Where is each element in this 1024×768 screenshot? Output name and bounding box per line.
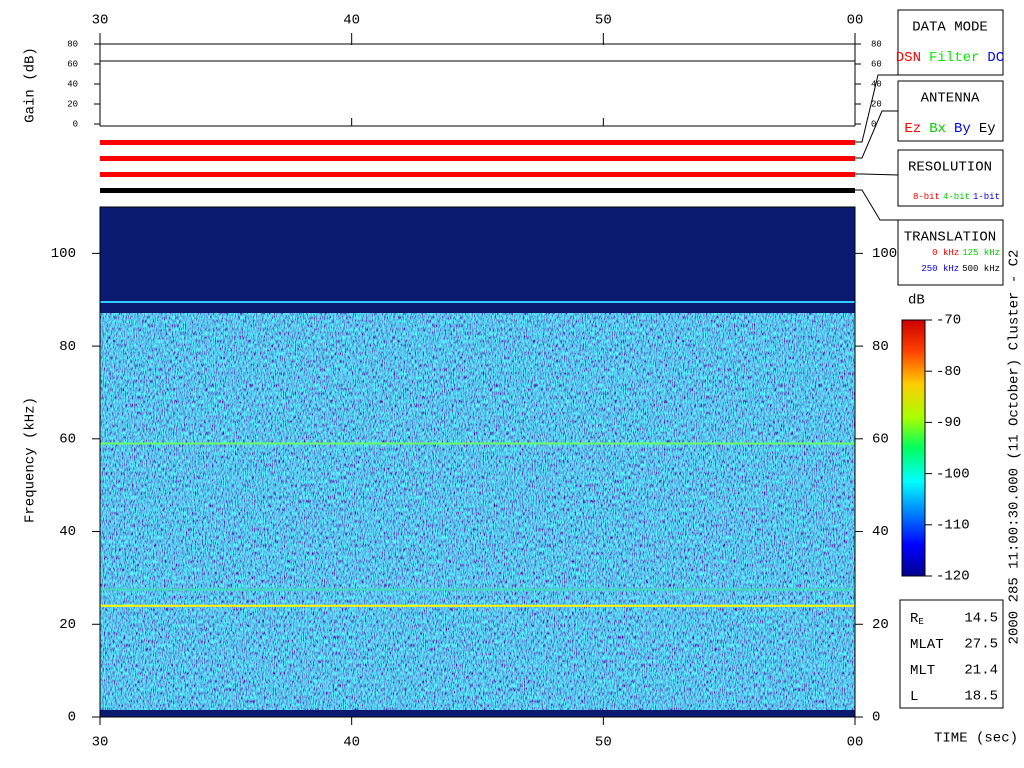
panel-title: RESOLUTION: [908, 160, 992, 176]
status-bar: [100, 172, 855, 177]
gain-tick-label: 80: [67, 39, 78, 49]
x-tick-label-top: 40: [343, 13, 360, 29]
colorbar-tick-label: -120: [936, 569, 970, 585]
y-tick-label: 80: [59, 339, 76, 355]
info-label: MLAT: [910, 637, 944, 653]
panel-option: Filter: [929, 50, 979, 66]
gain-tick-label-right: 60: [871, 59, 882, 69]
x-tick-label-top: 00: [847, 13, 864, 29]
colorbar-tick-label: -80: [936, 364, 961, 380]
panel-option: Ey: [979, 121, 996, 137]
colorbar-tick-label: -70: [936, 313, 961, 329]
panel-option: DC: [987, 50, 1004, 66]
y-tick-label-right: 60: [872, 432, 889, 448]
connectors: [855, 74, 899, 221]
panel-row: 250 kHz 500 kHz: [921, 264, 1000, 274]
colorbar-label: dB: [908, 293, 925, 309]
spectrogram: [100, 207, 855, 717]
colorbar-tick-label: -110: [936, 518, 970, 534]
gain-tick-label-right: 20: [871, 99, 882, 109]
panel-option: Ez: [904, 121, 921, 137]
panel-title: ANTENNA: [921, 91, 980, 107]
panel-option: Bx: [929, 121, 946, 137]
info-value: 18.5: [964, 689, 998, 705]
info-label-text: R: [910, 611, 919, 627]
info-value: 21.4: [964, 663, 998, 679]
x-tick-label-top: 30: [92, 13, 109, 29]
y-axis-label: Frequency (kHz): [23, 397, 39, 523]
info-label-sub: E: [918, 617, 923, 627]
y-tick-label-right: 0: [872, 710, 880, 726]
info-label: RE: [910, 611, 924, 628]
panel-row: 0 kHz 125 kHz: [932, 248, 1000, 258]
panel-option: 8-bit: [913, 192, 940, 202]
panel-option: 500 kHz: [962, 264, 1000, 274]
x-tick-label: 30: [92, 735, 109, 751]
side-label: 2000 285 11:00:30.000 (11 October) Clust…: [1007, 250, 1023, 645]
info-box: [899, 599, 1004, 709]
x-tick-label-top: 50: [595, 13, 612, 29]
panel-option: 1-bit: [973, 192, 1000, 202]
y-tick-label-right: 80: [872, 339, 889, 355]
gain-tick-label: 60: [67, 59, 78, 69]
panel-title: DATA MODE: [912, 20, 988, 36]
gain-tick-label-right: 0: [871, 119, 876, 129]
y-tick-label-right: 100: [872, 246, 897, 262]
colorbar: [901, 319, 926, 577]
info-value: 14.5: [964, 611, 998, 627]
status-bar: [100, 156, 855, 161]
x-tick-label: 00: [847, 735, 864, 751]
panel-box: [897, 219, 1004, 286]
panel-box: [897, 149, 1004, 207]
info-label-text: L: [910, 689, 918, 705]
status-bar: [100, 140, 855, 145]
gain-tick-label-right: 40: [871, 79, 882, 89]
panel-row: 8-bit 4-bit 1-bit: [913, 192, 1000, 202]
spectrogram-texture: [100, 313, 855, 710]
gain-tick-label: 0: [73, 119, 78, 129]
y-tick-label: 100: [51, 246, 76, 262]
x-tick-label: 50: [595, 735, 612, 751]
panel-option: 4-bit: [943, 192, 970, 202]
gain-tick-label-right: 80: [871, 39, 882, 49]
panel-box: [897, 9, 1004, 76]
y-tick-label: 20: [59, 617, 76, 633]
y-tick-label-right: 40: [872, 524, 889, 540]
gain-axis-label: Gain (dB): [23, 47, 39, 123]
panel-row: DSN Filter DC: [896, 50, 1004, 66]
panel-option: 125 kHz: [962, 248, 1000, 258]
panel-option: 250 kHz: [921, 264, 959, 274]
info-value: 27.5: [964, 637, 998, 653]
info-label-text: MLT: [910, 663, 935, 679]
y-tick-label: 60: [59, 432, 76, 448]
y-tick-label-right: 20: [872, 617, 889, 633]
panel-title: TRANSLATION: [904, 230, 996, 246]
info-label: MLT: [910, 663, 935, 679]
gain-tick-label: 40: [67, 79, 78, 89]
y-tick-label: 0: [68, 710, 76, 726]
panel-option: 0 kHz: [932, 248, 959, 258]
colorbar-tick-label: -100: [936, 466, 970, 482]
plot-frame: [99, 206, 856, 718]
panel-row: Ez Bx By Ey: [904, 121, 995, 137]
status-bar: [100, 188, 855, 193]
info-label: L: [910, 689, 918, 705]
info-label-text: MLAT: [910, 637, 944, 653]
gain-tick-label: 20: [67, 99, 78, 109]
x-tick-label: 40: [343, 735, 360, 751]
colorbar-tick-label: -90: [936, 415, 961, 431]
panel-option: By: [954, 121, 971, 137]
y-tick-label: 40: [59, 524, 76, 540]
panel-box: [897, 80, 1004, 142]
x-axis-label: TIME (sec): [934, 731, 1018, 747]
panel-option: DSN: [896, 50, 921, 66]
